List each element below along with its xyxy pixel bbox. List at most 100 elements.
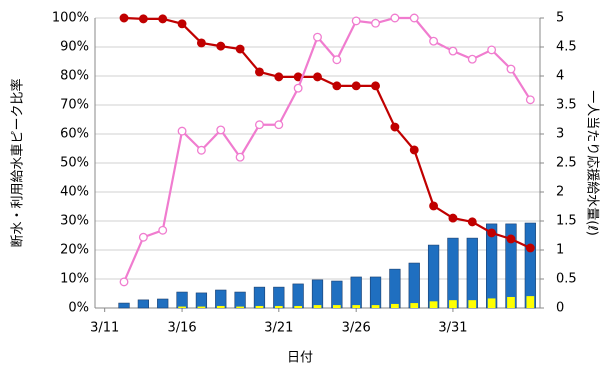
point <box>487 45 497 55</box>
point <box>506 64 516 74</box>
bar <box>234 291 246 309</box>
y2-tick-label: 3.5 <box>556 98 577 113</box>
y2-axis-label: 一人当たり応援給水量(ℓ) <box>585 90 600 236</box>
point <box>429 36 439 46</box>
bar <box>427 244 440 309</box>
point <box>216 41 226 51</box>
point <box>196 145 206 155</box>
y-tick-label: 10% <box>60 272 89 287</box>
point <box>274 120 284 130</box>
bar <box>292 283 304 309</box>
bar <box>157 298 169 309</box>
point <box>177 126 187 136</box>
y-tick-label: 60% <box>60 127 89 142</box>
point <box>313 72 322 82</box>
y-axis-label: 断水・利用給水車ピーク比率 <box>10 78 26 247</box>
bar <box>197 306 206 308</box>
bar <box>294 305 303 308</box>
y2-tick-label: 2.5 <box>556 156 577 171</box>
point <box>409 145 419 155</box>
point <box>390 13 400 23</box>
y2-tick-label: 4.5 <box>556 40 577 55</box>
point <box>119 277 129 287</box>
y-tick-label: 70% <box>60 98 89 113</box>
bar <box>178 306 186 308</box>
y-tick-label: 20% <box>60 243 89 258</box>
bar <box>447 237 459 309</box>
bar <box>526 296 535 308</box>
bar <box>466 237 478 309</box>
point <box>255 120 264 130</box>
y-tick-label: 100% <box>52 11 89 26</box>
point <box>448 46 458 56</box>
point <box>371 18 380 28</box>
y-tick-label: 80% <box>60 69 89 84</box>
x-axis-label: 日付 <box>287 351 313 366</box>
y2-tick-label: 0 <box>556 301 564 316</box>
bar <box>487 298 496 308</box>
y2-tick-label: 5 <box>556 11 564 26</box>
bar <box>332 305 341 308</box>
point <box>525 95 535 105</box>
y-tick-label: 40% <box>60 185 89 200</box>
point <box>506 234 516 244</box>
line <box>123 16 532 283</box>
point <box>158 14 168 24</box>
x-tick-label: 3/16 <box>167 321 196 336</box>
bar <box>255 305 264 308</box>
bar <box>449 300 457 308</box>
point <box>525 243 535 253</box>
y2-tick-label: 0.5 <box>556 272 577 287</box>
bar <box>215 289 227 309</box>
y-tick-label: 30% <box>60 214 89 229</box>
point <box>332 55 342 65</box>
bar <box>216 305 225 308</box>
point <box>293 83 303 93</box>
y-tick-label: 50% <box>60 156 89 171</box>
point <box>158 225 168 235</box>
point <box>196 38 206 48</box>
point <box>313 32 322 42</box>
bar <box>331 280 343 309</box>
y2-tick-label: 1 <box>556 243 564 258</box>
bar <box>369 276 382 309</box>
bar <box>274 305 283 308</box>
bar <box>313 305 322 308</box>
bar <box>408 262 420 309</box>
x-tick-label: 3/21 <box>264 321 293 336</box>
bar <box>410 303 419 308</box>
point <box>235 152 245 162</box>
bar <box>389 268 401 309</box>
bar <box>468 300 477 308</box>
bar <box>429 301 438 308</box>
y2-tick-label: 4 <box>556 69 564 84</box>
bar <box>507 296 515 308</box>
point <box>274 72 284 82</box>
bar <box>137 299 149 309</box>
x-tick-label: 3/26 <box>342 321 371 336</box>
bar <box>176 291 188 309</box>
bar <box>253 286 266 309</box>
point <box>371 81 380 91</box>
bar <box>118 302 130 309</box>
y2-tick-label: 1.5 <box>556 214 577 229</box>
bar <box>350 276 362 309</box>
point <box>216 125 226 135</box>
point <box>448 213 458 223</box>
x-tick-label: 3/11 <box>90 321 119 336</box>
bar <box>352 305 361 308</box>
point <box>235 44 245 54</box>
point <box>429 201 439 211</box>
bar <box>311 279 324 309</box>
point <box>119 13 129 23</box>
point <box>467 54 477 64</box>
point <box>138 14 148 24</box>
point <box>332 81 342 91</box>
point <box>390 122 400 132</box>
bar <box>371 305 380 308</box>
bar <box>524 222 536 309</box>
point <box>255 67 264 77</box>
point <box>351 16 361 26</box>
y2-tick-label: 2 <box>556 185 564 200</box>
